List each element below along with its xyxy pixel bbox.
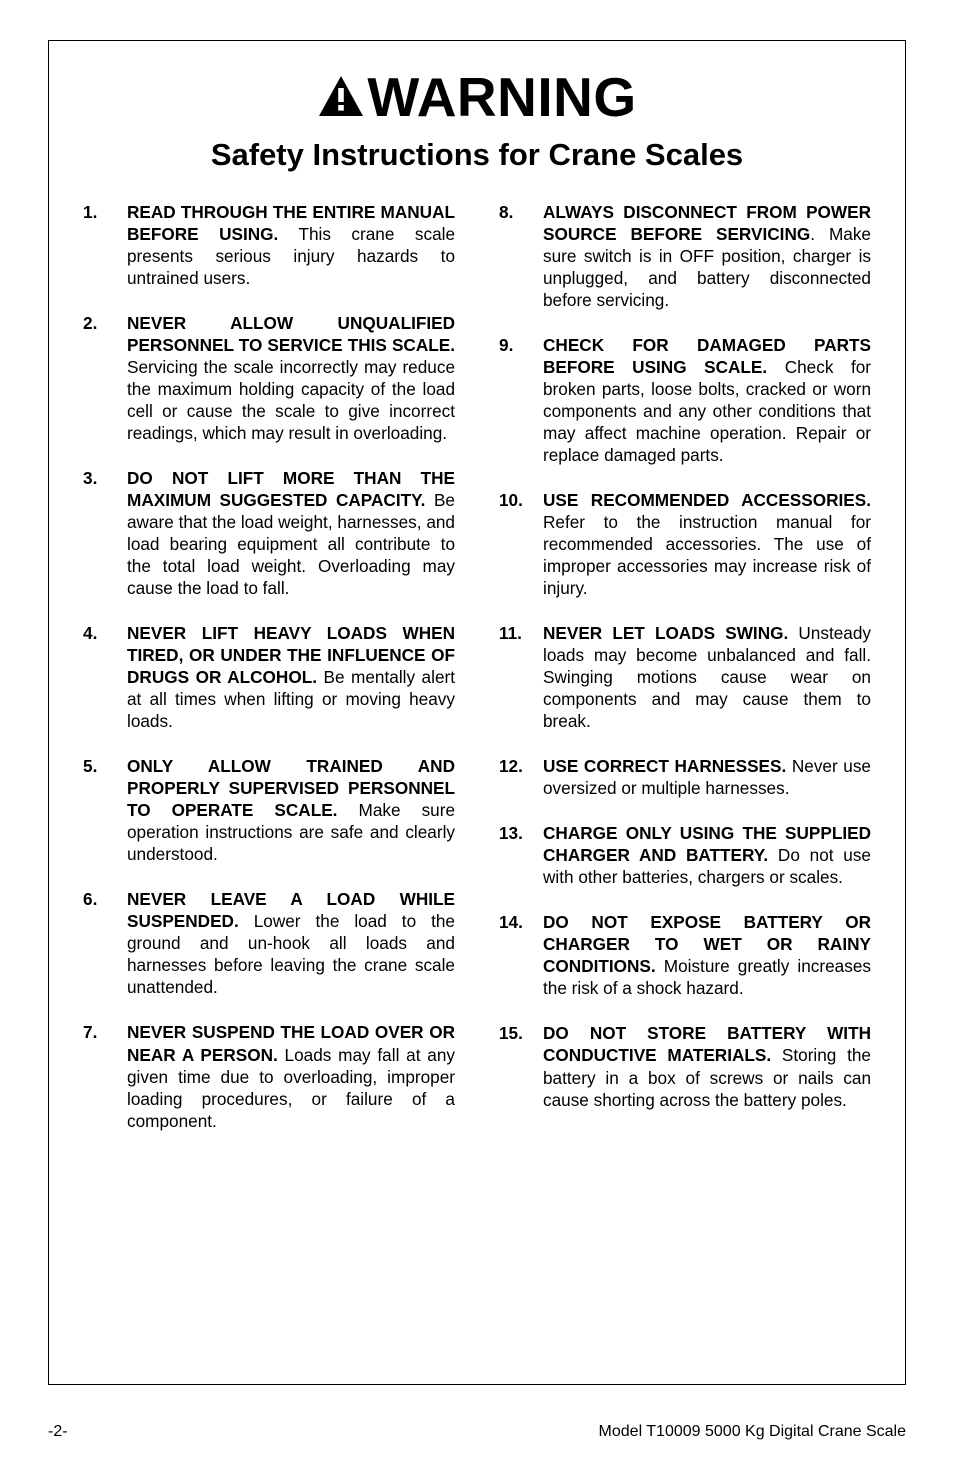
safety-item-text: Refer to the instruction manual for reco… (543, 512, 871, 598)
safety-item: NEVER SUSPEND THE LOAD OVER OR NEAR A PE… (83, 1021, 455, 1131)
page: WARNING Safety Instructions for Crane Sc… (0, 0, 954, 1475)
safety-item: USE RECOMMENDED ACCESSORIES. Refer to th… (499, 489, 871, 599)
footer-page-number: -2- (48, 1423, 68, 1441)
warning-heading: WARNING (83, 65, 871, 131)
safety-list-left: READ THROUGH THE ENTIRE MANUAL BEFORE US… (83, 201, 455, 1132)
safety-item-bold: NEVER ALLOW UNQUALIFIED PERSONNEL TO SER… (127, 313, 455, 355)
safety-item: DO NOT LIFT MORE THAN THE MAXIMUM SUGGES… (83, 467, 455, 599)
safety-item: CHECK FOR DAMAGED PARTS BEFORE USING SCA… (499, 334, 871, 466)
safety-item: READ THROUGH THE ENTIRE MANUAL BEFORE US… (83, 201, 455, 289)
safety-item-bold: DO NOT LIFT MORE THAN THE MAXIMUM SUGGES… (127, 468, 455, 510)
content-frame: WARNING Safety Instructions for Crane Sc… (48, 40, 906, 1385)
page-footer: -2- Model T10009 5000 Kg Digital Crane S… (48, 1423, 906, 1441)
safety-item: ALWAYS DISCONNECT FROM POWER SOURCE BEFO… (499, 201, 871, 311)
safety-item: NEVER LEAVE A LOAD WHILE SUSPENDED. Lowe… (83, 888, 455, 998)
footer-model: Model T10009 5000 Kg Digital Crane Scale (599, 1423, 906, 1441)
safety-item-text: Servicing the scale incorrectly may redu… (127, 357, 455, 443)
columns-wrapper: READ THROUGH THE ENTIRE MANUAL BEFORE US… (83, 201, 871, 1155)
safety-item: ONLY ALLOW TRAINED AND PROPERLY SUPERVIS… (83, 755, 455, 865)
safety-item-bold: USE RECOMMENDED ACCESSORIES. (543, 490, 871, 510)
safety-item: NEVER LIFT HEAVY LOADS WHEN TIRED, OR UN… (83, 622, 455, 732)
safety-item: NEVER LET LOADS SWING. Unsteady loads ma… (499, 622, 871, 732)
safety-list-right: ALWAYS DISCONNECT FROM POWER SOURCE BEFO… (499, 201, 871, 1111)
safety-item-bold: NEVER LET LOADS SWING. (543, 623, 788, 643)
safety-item: USE CORRECT HARNESSES. Never use oversiz… (499, 755, 871, 799)
safety-item: NEVER ALLOW UNQUALIFIED PERSONNEL TO SER… (83, 312, 455, 444)
right-column: ALWAYS DISCONNECT FROM POWER SOURCE BEFO… (499, 201, 871, 1155)
left-column: READ THROUGH THE ENTIRE MANUAL BEFORE US… (83, 201, 455, 1155)
safety-item: CHARGE ONLY USING THE SUPPLIED CHARGER A… (499, 822, 871, 888)
safety-subheading: Safety Instructions for Crane Scales (83, 137, 871, 173)
safety-item: DO NOT EXPOSE BATTERY OR CHARGER TO WET … (499, 911, 871, 999)
warning-triangle-icon (317, 67, 365, 131)
warning-heading-text: WARNING (367, 66, 636, 128)
safety-item: DO NOT STORE BATTERY WITH CONDUCTIVE MAT… (499, 1022, 871, 1110)
safety-item-bold: USE CORRECT HARNESSES. (543, 756, 786, 776)
